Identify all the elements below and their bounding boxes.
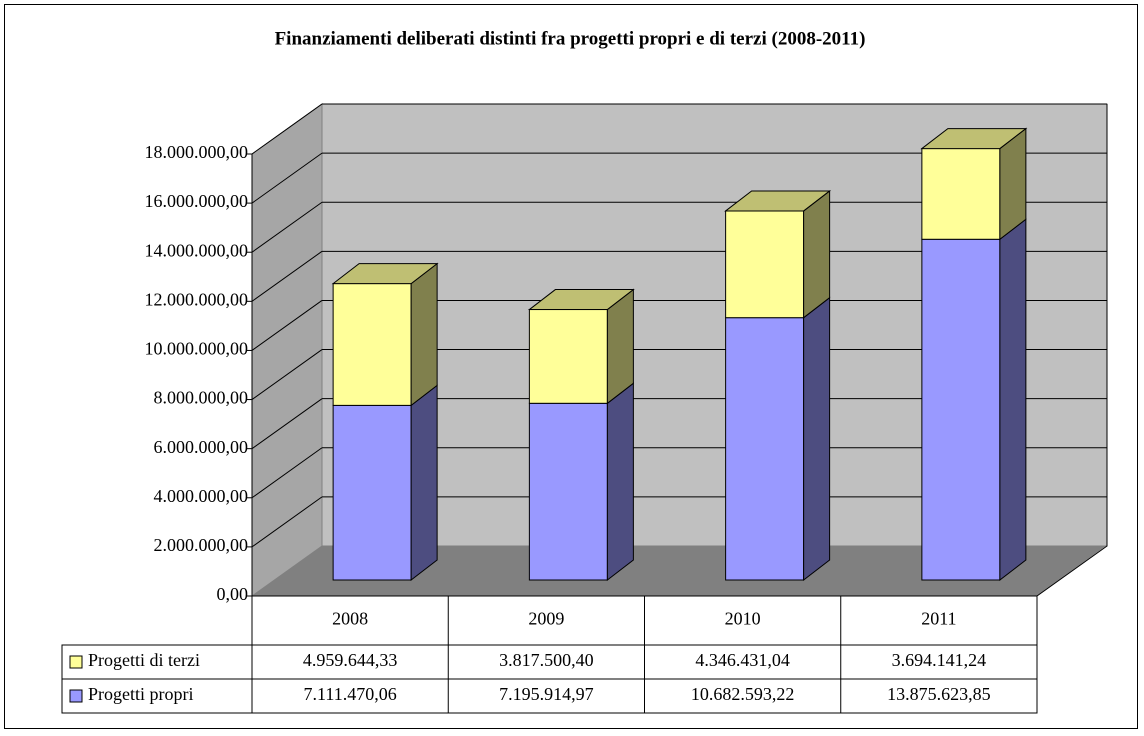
y-tick-label: 16.000.000,00 — [145, 191, 249, 211]
y-tick-label: 10.000.000,00 — [145, 339, 249, 359]
bar — [332, 283, 412, 406]
y-tick-label: 14.000.000,00 — [145, 240, 249, 260]
chart-title: Finanziamenti deliberati distinti fra pr… — [275, 28, 866, 49]
bar-top — [331, 263, 439, 285]
bar — [528, 402, 608, 581]
bar — [921, 148, 1001, 240]
table-value: 3.694.141,24 — [892, 650, 987, 670]
legend-label: Progetti di terzi — [88, 650, 200, 670]
table-value: 7.111.470,06 — [304, 684, 397, 704]
grid-line — [251, 250, 323, 302]
y-tick-label: 8.000.000,00 — [154, 388, 249, 408]
bar-side — [410, 262, 438, 407]
y-tick-label: 6.000.000,00 — [154, 437, 249, 457]
grid-line — [251, 447, 323, 499]
bar-side — [803, 189, 831, 319]
grid-line — [251, 103, 323, 155]
bar-side — [606, 382, 634, 582]
table-value: 10.682.593,22 — [691, 684, 795, 704]
table-value: 4.346.431,04 — [695, 650, 790, 670]
bar-side — [999, 218, 1027, 582]
bar-top — [920, 128, 1028, 150]
grid-line — [251, 300, 323, 351]
x-tick-label: 2008 — [332, 609, 368, 629]
bar — [921, 238, 1001, 581]
table-value: 7.195.914,97 — [499, 684, 594, 704]
legend-label: Progetti propri — [88, 684, 194, 704]
x-tick-label: 2011 — [921, 609, 956, 629]
bar — [725, 210, 805, 319]
bar-top — [527, 289, 635, 311]
y-tick-label: 4.000.000,00 — [154, 486, 249, 506]
bar-side — [410, 384, 438, 582]
y-tick-label: 12.000.000,00 — [145, 289, 249, 309]
floor — [252, 546, 1106, 596]
bar-side — [803, 296, 831, 582]
grid-line — [251, 496, 323, 548]
bar — [725, 317, 805, 581]
bar — [528, 309, 608, 404]
table-grid — [61, 595, 1038, 714]
table-value: 13.875.623,85 — [887, 684, 991, 704]
table-value: 3.817.500,40 — [499, 650, 594, 670]
bar — [332, 404, 412, 581]
y-tick-label: 2.000.000,00 — [154, 535, 249, 555]
y-tick-label: 18.000.000,00 — [145, 142, 249, 162]
grid-line — [251, 152, 323, 204]
y-tick-label: 0,00 — [217, 584, 249, 604]
grid-line — [251, 349, 323, 400]
legend-swatch — [69, 655, 83, 669]
table-value: 4.959.644,33 — [303, 650, 398, 670]
grid-line — [251, 398, 323, 450]
x-tick-label: 2009 — [528, 609, 564, 629]
grid-line — [251, 201, 323, 253]
bar-top — [724, 190, 832, 212]
legend-swatch — [69, 689, 83, 703]
x-tick-label: 2010 — [725, 609, 761, 629]
floor-edge — [1036, 104, 1108, 597]
